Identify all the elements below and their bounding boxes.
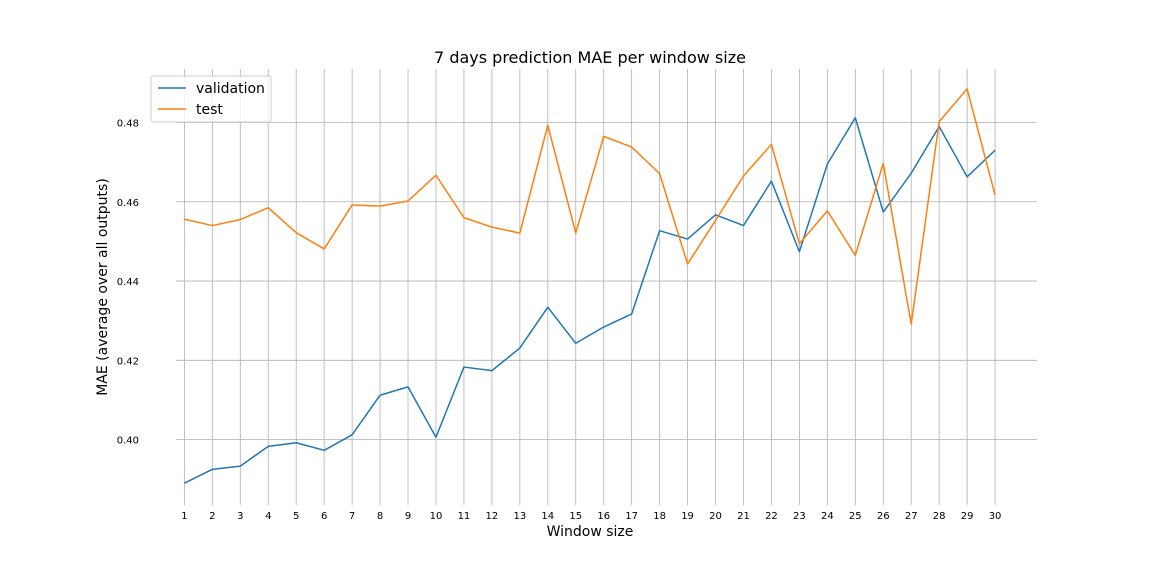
x-axis-label: Window size [547,524,634,540]
x-tick-label: 8 [377,511,383,522]
x-tick-label: 15 [569,511,582,522]
series-lines [184,88,996,484]
x-tick-label: 24 [821,511,834,522]
x-tick-label: 1 [181,511,187,522]
x-tick-label: 16 [597,511,610,522]
grid [176,69,1037,505]
x-tick-label: 2 [209,511,215,522]
y-tick-label: 0.44 [117,277,139,288]
y-axis-label: MAE (average over all outputs) [95,178,111,396]
x-tick-label: 29 [961,511,974,522]
x-tick-label: 21 [737,511,750,522]
x-tick-label: 22 [765,511,778,522]
tick-labels: 1 2 3 4 5 6 7 8 9 10 11 12 13 14 15 16 17 18 19 20 21 22 23 24 2… [117,119,1002,522]
x-tick-label: 18 [653,511,666,522]
legend-label-test: test [196,102,223,118]
x-tick-label: 5 [293,511,299,522]
x-tick-label: 6 [321,511,327,522]
legend: validation test [150,75,272,123]
x-tick-label: 10 [430,511,443,522]
x-tick-label: 12 [486,511,499,522]
x-tick-label: 7 [349,511,355,522]
x-tick-label: 23 [793,511,806,522]
series-line-test [184,88,996,326]
x-tick-label: 11 [458,511,471,522]
series-line-validation [184,117,996,484]
y-tick-label: 0.46 [117,198,139,209]
x-tick-label: 28 [933,511,946,522]
chart-title: 7 days prediction MAE per window size [434,48,746,67]
x-tick-label: 14 [541,511,554,522]
y-tick-label: 0.48 [117,119,139,130]
x-tick-label: 26 [877,511,890,522]
x-tick-label: 9 [405,511,411,522]
x-tick-label: 13 [513,511,526,522]
x-tick-label: 20 [709,511,722,522]
x-tick-label: 4 [265,511,271,522]
x-tick-label: 25 [849,511,862,522]
x-tick-label: 30 [989,511,1002,522]
x-tick-label: 17 [625,511,638,522]
y-tick-label: 0.40 [117,436,139,447]
legend-label-validation: validation [196,81,265,97]
x-tick-label: 27 [905,511,918,522]
x-tick-label: 3 [237,511,243,522]
x-tick-label: 19 [681,511,694,522]
y-tick-label: 0.42 [117,356,139,367]
